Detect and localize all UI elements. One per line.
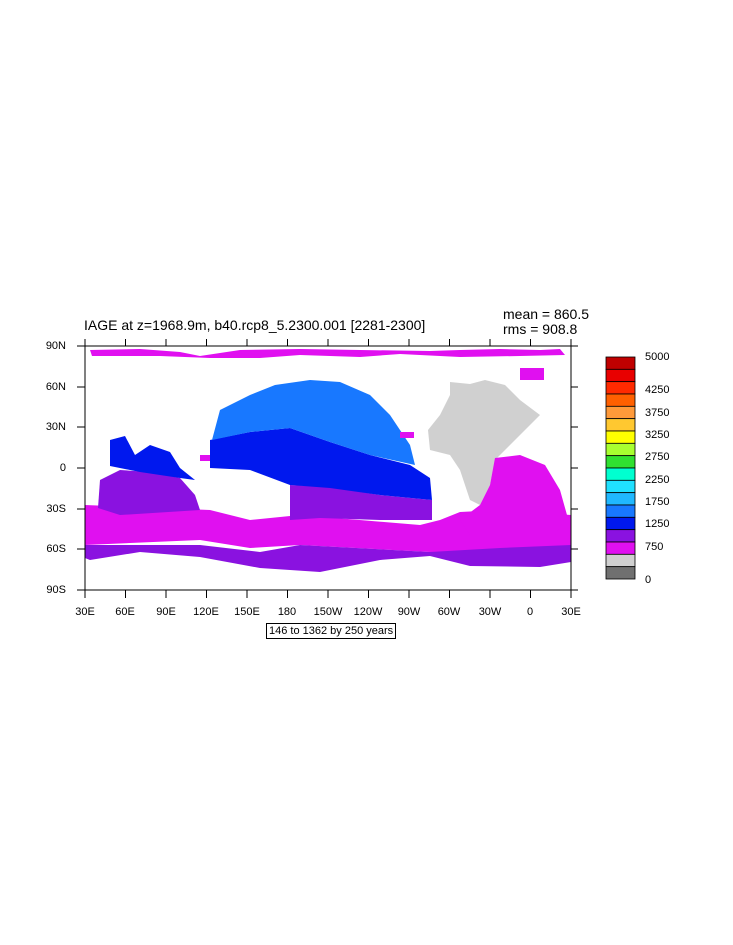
y-axis-ticks bbox=[77, 345, 578, 591]
contour-info-box: 146 to 1362 by 250 years bbox=[266, 623, 397, 639]
colorbar-swatch bbox=[605, 368, 636, 383]
x-tick-label: 90E bbox=[156, 606, 176, 618]
colorbar-swatch bbox=[605, 430, 636, 444]
colorbar bbox=[605, 356, 636, 580]
x-tick-label: 30W bbox=[478, 606, 502, 618]
y-tick-label: 60S bbox=[46, 543, 66, 555]
colorbar-swatch bbox=[605, 516, 636, 531]
x-tick-label: 30E bbox=[75, 606, 95, 618]
x-tick-label: 180 bbox=[277, 606, 297, 618]
plot-title: IAGE at z=1968.9m, b40.rcp8_5.2300.001 [… bbox=[84, 317, 426, 333]
colorbar-swatch bbox=[605, 418, 636, 432]
colorbar-label: 5000 bbox=[645, 351, 670, 363]
colorbar-swatch bbox=[605, 381, 636, 395]
colorbar-swatch bbox=[605, 442, 636, 457]
x-axis-ticks bbox=[84, 339, 572, 598]
colorbar-label: 2750 bbox=[645, 451, 670, 463]
x-tick-label: 120E bbox=[193, 606, 219, 618]
colorbar-label: 1750 bbox=[645, 496, 670, 508]
x-tick-label: 150W bbox=[313, 606, 343, 618]
y-tick-label: 0 bbox=[59, 462, 66, 474]
colorbar-swatch bbox=[605, 405, 636, 420]
y-tick-label: 60N bbox=[45, 381, 66, 393]
colorbar-label: 4250 bbox=[645, 384, 670, 396]
y-tick-label: 90S bbox=[46, 584, 66, 596]
colorbar-swatch bbox=[605, 529, 636, 543]
colorbar-label: 1250 bbox=[645, 518, 670, 530]
colorbar-swatch bbox=[605, 356, 636, 370]
rms-value: rms = 908.8 bbox=[503, 321, 578, 337]
x-tick-label: 0 bbox=[526, 606, 534, 618]
x-tick-label: 60E bbox=[115, 606, 135, 618]
mean-value: mean = 860.5 bbox=[503, 306, 590, 322]
map-field bbox=[85, 346, 571, 590]
colorbar-label: 3250 bbox=[645, 429, 670, 441]
colorbar-swatch bbox=[605, 479, 636, 494]
y-tick-label: 30S bbox=[46, 503, 66, 515]
colorbar-label: 0 bbox=[645, 574, 652, 586]
colorbar-swatch bbox=[605, 492, 636, 506]
colorbar-swatch bbox=[605, 566, 636, 580]
x-tick-label: 30E bbox=[561, 606, 581, 618]
colorbar-label: 750 bbox=[645, 541, 664, 553]
colorbar-label: 3750 bbox=[645, 407, 670, 419]
colorbar-swatch bbox=[605, 504, 636, 518]
y-tick-label: 30N bbox=[45, 421, 66, 433]
colorbar-swatch bbox=[605, 541, 636, 555]
colorbar-swatch bbox=[605, 467, 636, 481]
colorbar-label: 2250 bbox=[645, 474, 670, 486]
x-tick-label: 90W bbox=[397, 606, 421, 618]
y-tick-label: 90N bbox=[45, 340, 66, 352]
colorbar-swatch bbox=[605, 455, 636, 469]
x-tick-label: 150E bbox=[234, 606, 260, 618]
x-tick-label: 60W bbox=[437, 606, 461, 618]
colorbar-swatch bbox=[605, 553, 636, 568]
colorbar-swatch bbox=[605, 393, 636, 407]
x-tick-label: 120W bbox=[353, 606, 383, 618]
